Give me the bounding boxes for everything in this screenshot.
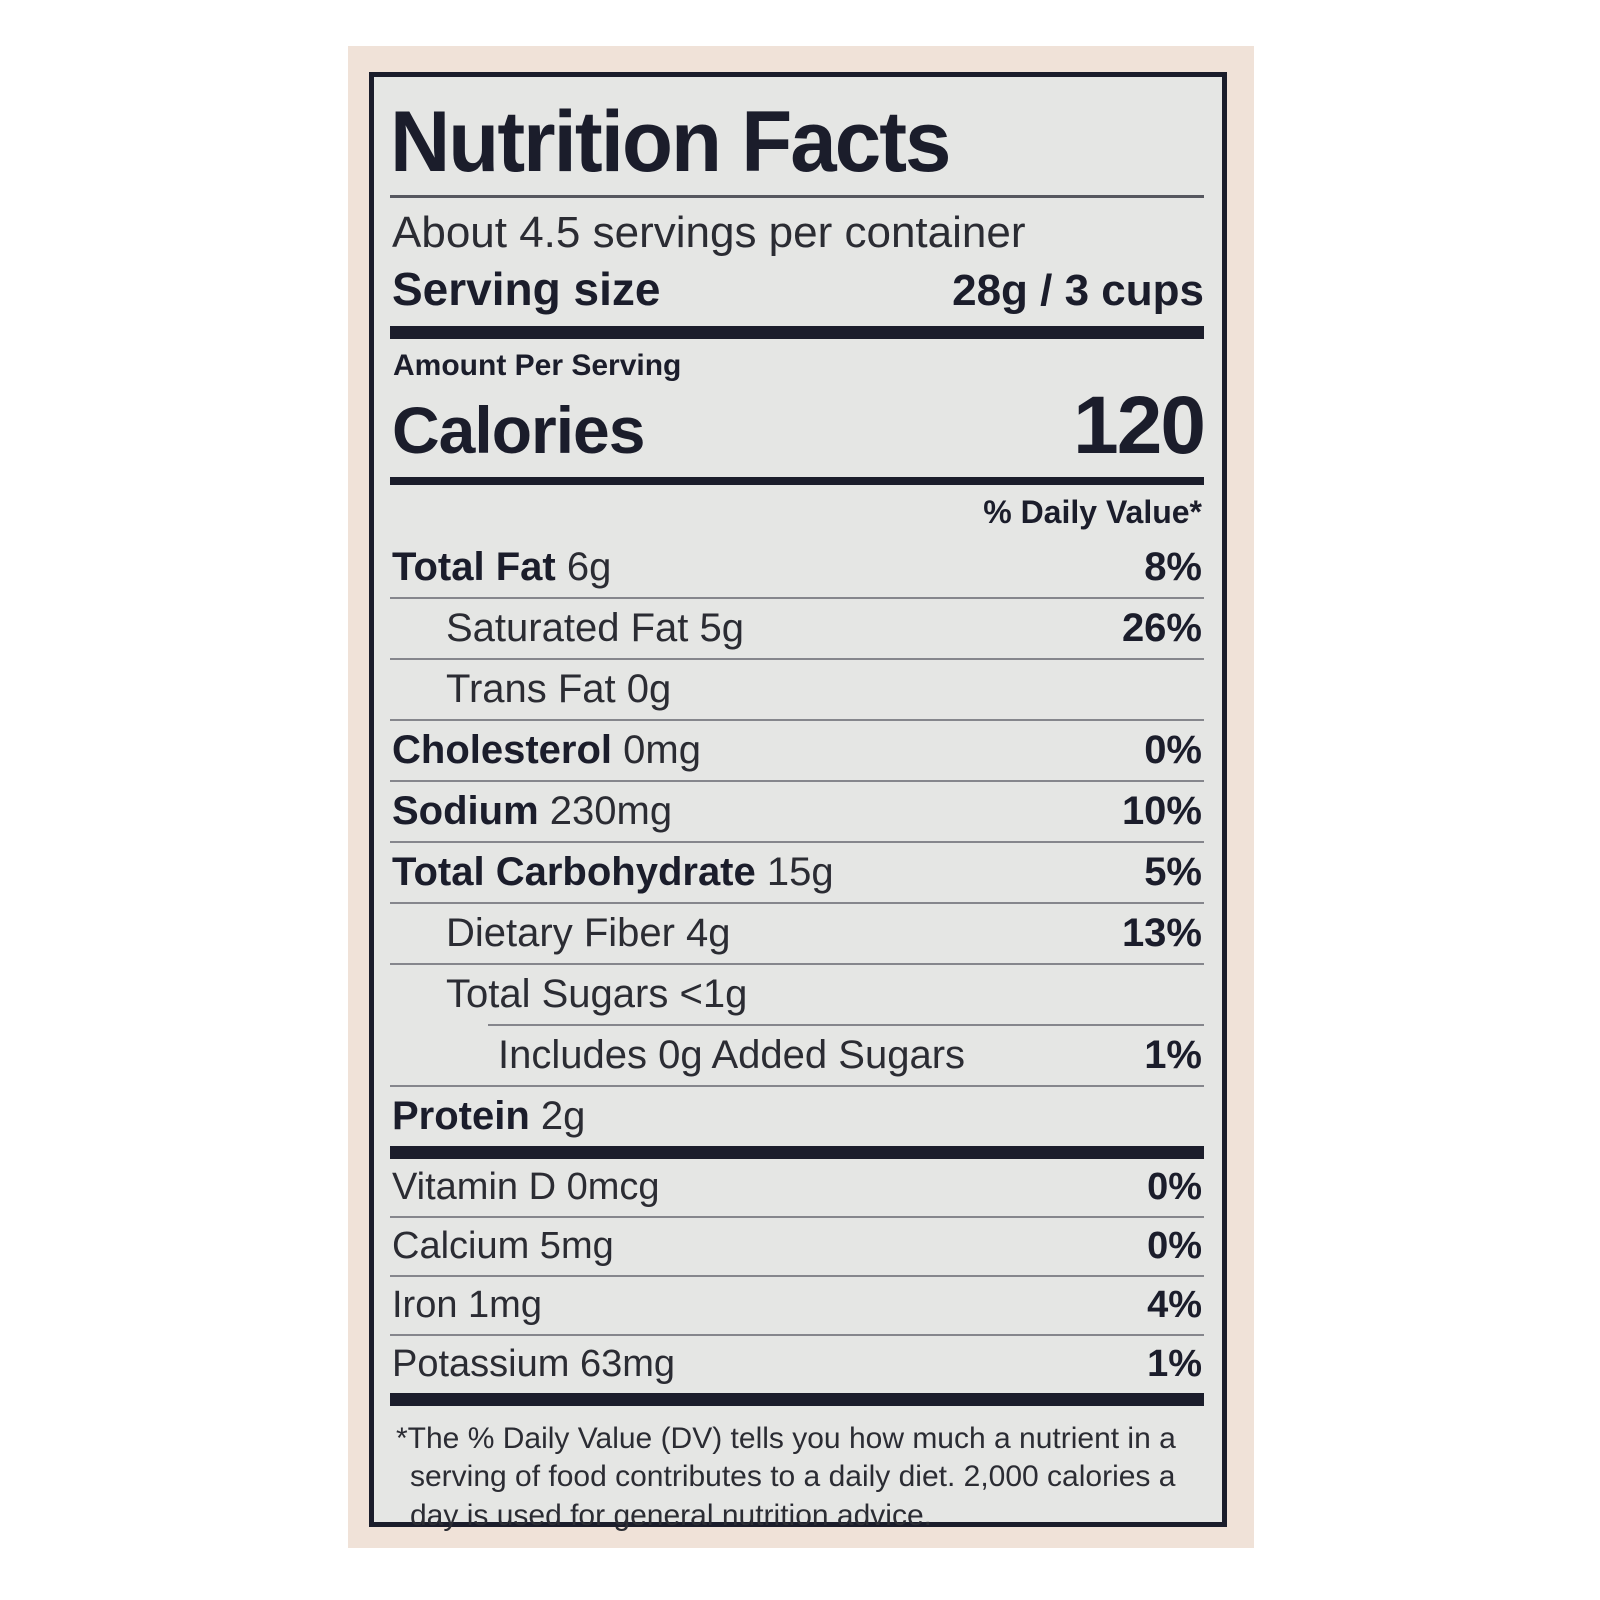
vitamin-daily-value: 0%: [1147, 1225, 1202, 1267]
serving-size-row: Serving size 28g / 3 cups: [392, 262, 1204, 316]
row-divider: [488, 1024, 1204, 1026]
row-divider: [390, 1275, 1204, 1277]
row-divider: [390, 963, 1204, 965]
serving-size-thick-divider: [390, 326, 1204, 339]
nutrient-daily-value: 0%: [1144, 728, 1202, 772]
row-divider: [390, 597, 1204, 599]
row-divider: [390, 658, 1204, 660]
vitamin-daily-value: 4%: [1147, 1284, 1202, 1326]
vitamin-name: Potassium 63mg: [392, 1343, 676, 1385]
vitamin-name: Calcium 5mg: [392, 1225, 614, 1267]
title-divider: [390, 195, 1204, 198]
servings-per-container: About 4.5 servings per container: [392, 208, 1026, 257]
row-divider: [390, 841, 1204, 843]
nutrient-row: Sodium 230mg 10%: [390, 782, 1204, 841]
nutrient-rows-group: Total Fat 6g 8% Saturated Fat 5g 26% Trans F…: [390, 538, 1204, 1146]
vitamin-row: Vitamin D 0mcg 0%: [390, 1159, 1204, 1216]
nutrient-name: Cholesterol 0mg: [392, 728, 701, 772]
vitamin-rows-group: Vitamin D 0mcg 0% Calcium 5mg 0% Iron 1mg 4% P…: [390, 1159, 1204, 1393]
nutrient-name: Saturated Fat 5g: [446, 606, 744, 650]
vitamin-row: Iron 1mg 4%: [390, 1277, 1204, 1334]
nutrient-row: Trans Fat 0g: [390, 660, 1204, 719]
row-divider: [390, 719, 1204, 721]
nutrient-row: Total Carbohydrate 15g 5%: [390, 843, 1204, 902]
calories-row: Calories 120: [392, 379, 1206, 473]
nutrient-name: Trans Fat 0g: [446, 667, 672, 711]
nutrient-row: Includes 0g Added Sugars 1%: [390, 1026, 1204, 1085]
nutrient-row: Protein 2g: [390, 1087, 1204, 1146]
nutrient-row: Dietary Fiber 4g 13%: [390, 904, 1204, 963]
calories-value: 120: [1073, 380, 1206, 471]
daily-value-header: % Daily Value*: [983, 494, 1202, 530]
vitamin-row: Potassium 63mg 1%: [390, 1336, 1204, 1393]
row-divider: [390, 902, 1204, 904]
nutrient-daily-value: 1%: [1144, 1033, 1202, 1077]
nutrient-daily-value: 10%: [1121, 789, 1202, 833]
row-divider: [390, 1334, 1204, 1336]
nutrient-name: Includes 0g Added Sugars: [498, 1033, 966, 1077]
vitamin-name: Vitamin D 0mcg: [392, 1166, 660, 1208]
serving-size-value: 28g / 3 cups: [952, 266, 1204, 315]
serving-size-label: Serving size: [392, 263, 661, 315]
nutrition-facts-title: Nutrition Facts: [390, 94, 951, 190]
vitamin-name: Iron 1mg: [392, 1284, 542, 1326]
calories-label: Calories: [392, 393, 645, 467]
nutrient-daily-value: 26%: [1121, 606, 1202, 650]
row-divider: [390, 780, 1204, 782]
nutrient-name: Dietary Fiber 4g: [446, 911, 731, 955]
nutrient-name: Sodium 230mg: [392, 789, 673, 833]
nutrient-daily-value: 13%: [1121, 911, 1202, 955]
footnote-thick-divider: [390, 1393, 1204, 1406]
nutrient-name: Total Carbohydrate 15g: [392, 850, 834, 894]
nutrient-daily-value: 8%: [1144, 545, 1202, 589]
nutrient-name: Protein 2g: [392, 1094, 586, 1138]
calories-divider: [390, 477, 1204, 485]
vitamin-row: Calcium 5mg 0%: [390, 1218, 1204, 1275]
nutrition-facts-panel: Nutrition Facts About 4.5 servings per c…: [369, 72, 1227, 1532]
nutrient-row: Total Sugars <1g: [390, 965, 1204, 1024]
nutrient-row: Cholesterol 0mg 0%: [390, 721, 1204, 780]
nutrient-daily-value: 5%: [1144, 850, 1202, 894]
row-divider: [390, 1216, 1204, 1218]
nutrient-name: Total Sugars <1g: [446, 972, 748, 1016]
nutrient-row: Total Fat 6g 8%: [390, 538, 1204, 597]
protein-thick-divider: [390, 1146, 1204, 1159]
row-divider: [390, 1085, 1204, 1087]
nutrient-row: Saturated Fat 5g 26%: [390, 599, 1204, 658]
amount-per-serving-label: Amount Per Serving: [393, 349, 682, 382]
vitamin-daily-value: 1%: [1147, 1343, 1202, 1385]
daily-value-footnote: *The % Daily Value (DV) tells you how mu…: [396, 1422, 1176, 1532]
nutrient-name: Total Fat 6g: [392, 545, 612, 589]
vitamin-daily-value: 0%: [1147, 1166, 1202, 1208]
